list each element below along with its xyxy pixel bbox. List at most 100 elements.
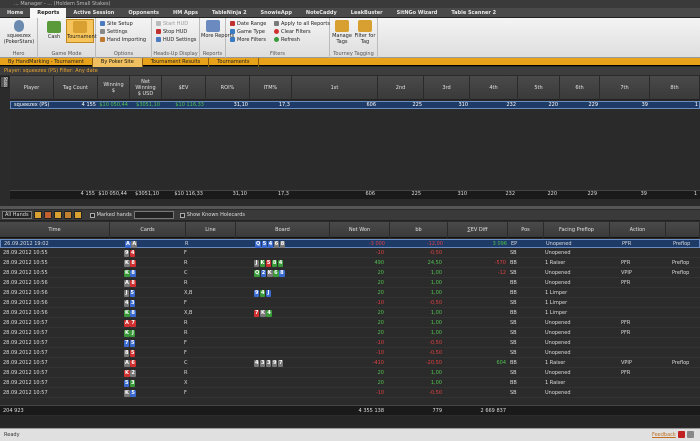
table-row[interactable]: 28.09.2012 10:56 K 8 X,B 7 K 4 20 1,00 BB 1 Limper [0,309,700,318]
game-type-button[interactable]: Game Type [230,28,265,35]
summary-col-header[interactable]: 1st [292,76,378,100]
card-icon: 2 [260,269,267,277]
table-row[interactable]: 28.09.2012 10:57 A 6 C 4 3 3 9 7 -410 -20,50 604 BB 1… [0,359,700,368]
marked-hands-select[interactable] [133,211,174,219]
tab-tournament-results[interactable]: Tournament Results [143,58,210,67]
table-row[interactable]: 28.09.2012 10:56 J 5 X,B 9 4 J 20 1,00 BB 1 Limper [0,289,700,298]
feedback-link[interactable]: Feedback [652,432,676,438]
cell-net: 20 [377,380,384,386]
cash-button[interactable]: Cash [42,21,66,40]
summary-col-header[interactable]: 4th [470,76,518,100]
pane-splitter[interactable] [0,206,700,209]
summary-col-header[interactable]: 7th [600,76,650,100]
summary-col-header[interactable]: 3rd [424,76,470,100]
site-icon [100,21,105,26]
marked-hands-checkbox[interactable] [89,212,95,218]
table-row[interactable]: 28.09.2012 10:55 9 4 F -10 -0,50 SB Unopened [0,249,700,258]
site-setup-button[interactable]: Site Setup [100,20,133,27]
settings-button[interactable]: Settings [100,28,128,35]
summary-col-header[interactable]: ITM% [250,76,292,100]
export-icon[interactable] [43,211,52,219]
hands-col-header[interactable]: Line [186,222,236,238]
more-filters-button[interactable]: More Filters [230,36,266,43]
card-icon: 3 [129,379,136,387]
tab-tournaments[interactable]: Tournaments [209,58,259,67]
filter-for-tag-button[interactable]: Filter for Tag [354,20,376,45]
menu-active-session[interactable]: Active Session [73,9,115,16]
hands-col-header[interactable]: Facing Preflop [544,222,610,238]
hero-selector[interactable]: squeezex (PokerStars) [3,20,35,45]
hands-col-header[interactable]: Net Won [330,222,390,238]
menu-tableninja-2[interactable]: TableNinja 2 [211,9,247,16]
summary-col-header[interactable]: 6th [560,76,600,100]
summary-col-header[interactable]: 5th [518,76,560,100]
hand-filter-select[interactable]: All Hands [2,211,32,219]
table-row[interactable]: 28.09.2012 10:57 K 2 R 20 1,00 SB Unopened PFR [0,369,700,378]
cell-ev [448,249,506,257]
menu-leakbuster[interactable]: LeakBuster [350,9,383,16]
hands-col-header[interactable]: Action [610,222,666,238]
card-icon: Q [255,240,262,248]
tag-hand-icon[interactable] [63,211,72,219]
table-row[interactable]: 28.09.2012 10:56 4 3 F -10 -0,50 SB 1 Limper [0,299,700,308]
horizontal-scrollbar[interactable] [0,416,700,427]
refresh-button[interactable]: Refresh [274,36,300,43]
hands-col-header[interactable]: Board [236,222,330,238]
chart-icon[interactable] [53,211,62,219]
table-row[interactable]: 28.09.2012 10:57 8 5 F -10 -0,50 SB Unopened [0,349,700,358]
table-row[interactable]: 28.09.2012 10:57 A 7 R 20 1,00 SB Unopened PFR [0,319,700,328]
clear-filters-button[interactable]: Clear Filters [274,28,311,35]
table-row[interactable]: 28.09.2012 10:57 K 5 F -10 -0,50 SB Unopened [0,389,700,398]
menu-snowieapp[interactable]: SnowieApp [260,9,292,16]
board-cards [254,319,324,327]
table-row[interactable]: 28.09.2012 10:57 K J R 20 1,00 SB Unopened PFR [0,329,700,338]
summary-row[interactable]: squeezex (PS) 4 155 $10 050,44 $3051,10 $10 … [10,101,700,109]
menu-reports[interactable]: Reports [30,7,67,18]
card-icon: 4 [259,289,266,297]
summary-col-header[interactable]: Net Winning $ USD [130,76,162,100]
hands-col-header[interactable]: Time [0,222,110,238]
date-range-button[interactable]: Date Range [230,20,266,27]
menu-sitngo-wizard[interactable]: SitNGo Wizard [396,9,438,16]
summary-col-header[interactable]: 2nd [378,76,424,100]
menu-opponents[interactable]: Opponents [128,9,160,16]
table-row[interactable]: 26.09.2012 19:02 A A R Q 5 4 6 8 -3 000 -12,00 3 09… [0,239,700,248]
hud-settings-button[interactable]: HUD Settings [156,36,196,43]
summary-col-header[interactable]: $EV [162,76,206,100]
more-reports-button[interactable]: More Reports [201,20,234,39]
menu-hm-apps[interactable]: HM Apps [173,9,198,16]
summary-col-header[interactable]: Player [10,76,54,100]
tab-by-handmarking-tournament[interactable]: By HandMarking - Tournament [0,58,93,67]
replay-icon[interactable] [33,211,42,219]
summary-col-header[interactable]: 8th [650,76,700,100]
cell-facing: Unopened [545,270,571,276]
table-row[interactable]: 28.09.2012 10:57 5 3 X 20 1,00 BB 1 Raiser [0,379,700,388]
stop-hud-button[interactable]: Stop HUD [156,28,187,35]
hands-col-header[interactable] [666,222,700,238]
menu-table-scanner-2[interactable]: Table Scanner 2 [451,9,497,16]
hands-col-header[interactable]: Cards [110,222,186,238]
hands-col-header[interactable]: ∑EV Diff [448,222,508,238]
menu-notecaddy[interactable]: NoteCaddy [305,9,337,16]
summary-cell: 31,10 [233,102,248,108]
trophy-filter-icon[interactable] [73,211,82,219]
help-icon[interactable] [678,431,685,438]
summary-col-header[interactable]: ROI% [206,76,250,100]
tournament-button[interactable]: Tournament [66,19,97,43]
hands-col-header[interactable]: bb [390,222,448,238]
table-row[interactable]: 28.09.2012 10:57 7 5 F -10 -0,50 SB Unopened [0,339,700,348]
manage-tags-button[interactable]: Manage Tags [331,20,353,45]
stats-side-tab[interactable]: Stats [0,76,9,88]
show-known-checkbox[interactable] [179,212,185,218]
table-row[interactable]: 28.09.2012 10:55 K 8 R J K 5 8 4 490 24,50 -570 BB 1 … [0,259,700,268]
table-row[interactable]: 28.09.2012 10:55 K 8 C Q 2 K 6 8 20 1,00 -12 SB Unope… [0,269,700,278]
hands-col-header[interactable]: Pos [508,222,544,238]
menu-home[interactable]: Home [7,9,24,16]
tab-by-poker-site[interactable]: By Poker Site [92,58,143,67]
summary-col-header[interactable]: Winning $ [98,76,130,100]
hand-importing-button[interactable]: Hand Importing [100,36,146,43]
start-hud-button[interactable]: Start HUD [156,20,188,27]
table-row[interactable]: 28.09.2012 10:56 A 8 R 20 1,00 BB Unopened PFR [0,279,700,288]
apply-all-reports-button[interactable]: Apply to all Reports [274,20,330,27]
summary-col-header[interactable]: Tag Count [54,76,98,100]
